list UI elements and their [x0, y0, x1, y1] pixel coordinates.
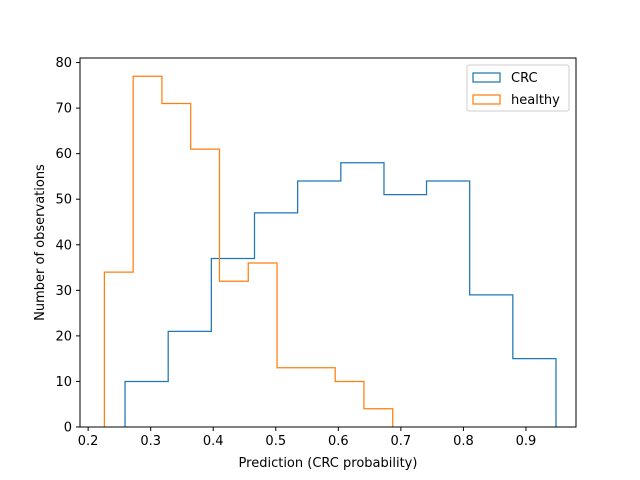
x-tick-label: 0.5: [265, 434, 286, 449]
series-healthy-bin: [306, 368, 335, 427]
series-crc-step: [124, 162, 557, 427]
series-crc-bin: [384, 195, 427, 427]
legend-box: [466, 64, 570, 112]
series-healthy-step: [103, 75, 394, 427]
y-axis-label: Number of observations: [33, 164, 48, 321]
legend: CRC healthy: [466, 64, 570, 112]
y-tick-label: 60: [55, 147, 72, 162]
x-axis: 0.2 0.3 0.4 0.5 0.6 0.7 0.8 0.9: [78, 427, 537, 449]
y-tick-label: 10: [55, 375, 72, 390]
series-crc-bin: [427, 181, 470, 427]
y-tick-label: 20: [55, 329, 72, 344]
series-crc-bin: [513, 359, 556, 427]
legend-label-healthy: healthy: [511, 93, 560, 108]
x-tick-label: 0.6: [328, 434, 349, 449]
x-tick-label: 0.4: [203, 434, 224, 449]
series-healthy-bin: [364, 409, 393, 427]
series-healthy-bin: [133, 76, 162, 427]
axes-frame: [79, 57, 577, 428]
y-tick-label: 70: [55, 102, 72, 117]
series-healthy-bin: [277, 368, 306, 427]
series-healthy-bin: [191, 149, 220, 427]
legend-swatch-healthy: [472, 94, 501, 105]
y-tick-label: 30: [55, 284, 72, 299]
x-axis-label: Prediction (CRC probability): [239, 456, 418, 471]
y-tick-label: 0: [64, 421, 72, 436]
series-crc-bin: [470, 295, 513, 427]
y-axis: 0 10 20 30 40 50 60 70 80: [55, 56, 80, 436]
series-healthy-bin: [104, 272, 133, 427]
series-healthy-bin: [162, 104, 191, 427]
legend-swatch-crc: [472, 72, 501, 83]
series-healthy-bin: [219, 281, 248, 427]
series-healthy-bin: [248, 263, 277, 427]
legend-label-crc: CRC: [511, 71, 538, 86]
x-tick-label: 0.7: [391, 434, 412, 449]
x-tick-label: 0.9: [516, 434, 537, 449]
x-tick-label: 0.2: [78, 434, 99, 449]
series-layer: [103, 75, 557, 427]
y-tick-label: 40: [55, 238, 72, 253]
y-tick-label: 50: [55, 193, 72, 208]
x-tick-label: 0.3: [140, 434, 161, 449]
y-tick-label: 80: [55, 56, 72, 71]
series-healthy-bin: [335, 381, 364, 427]
x-tick-label: 0.8: [453, 434, 474, 449]
